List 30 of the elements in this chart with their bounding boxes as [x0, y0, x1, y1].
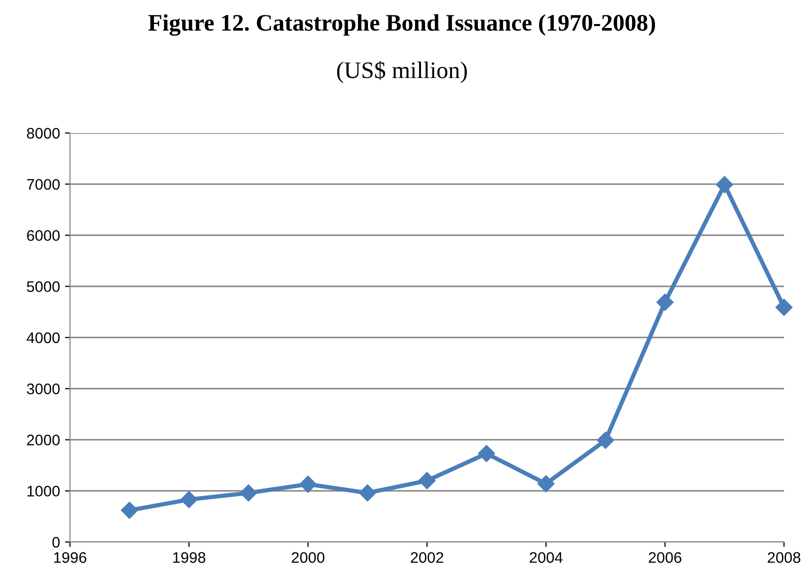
y-tick-label: 5000 — [26, 281, 60, 292]
y-tick-label: 4000 — [26, 332, 60, 344]
point — [716, 176, 734, 194]
x-tick-label: 2006 — [648, 552, 682, 563]
point — [299, 476, 317, 493]
y-tick-label: 7000 — [27, 178, 60, 190]
y-tick-label: 2000 — [27, 434, 60, 446]
point — [478, 445, 496, 462]
x-tick-label: 1996 — [54, 552, 86, 563]
y-tick-label: 8000 — [26, 128, 60, 139]
point — [537, 475, 555, 492]
y-tick-label: 1000 — [27, 486, 60, 497]
y-tick-label: 6000 — [27, 230, 60, 241]
x-tick-label: 1998 — [173, 552, 206, 563]
x-tick-label: 2000 — [292, 552, 324, 563]
point — [418, 472, 436, 490]
point — [180, 491, 198, 508]
point — [596, 432, 614, 449]
point — [240, 484, 258, 502]
point — [358, 484, 376, 502]
point — [775, 298, 793, 316]
x-tick-label: 2002 — [410, 552, 444, 563]
x-tick-label: 2004 — [530, 552, 563, 563]
chart-title: Figure 12. Catastrophe Bond Issuance (1970-2008) — [148, 14, 656, 36]
chart-subtitle: (US$ million) — [337, 60, 467, 84]
x-tick-label: 2008 — [768, 552, 800, 563]
point — [120, 502, 138, 519]
y-tick-label: 0 — [52, 536, 60, 548]
point — [656, 294, 674, 311]
y-tick-label: 3000 — [26, 383, 60, 394]
